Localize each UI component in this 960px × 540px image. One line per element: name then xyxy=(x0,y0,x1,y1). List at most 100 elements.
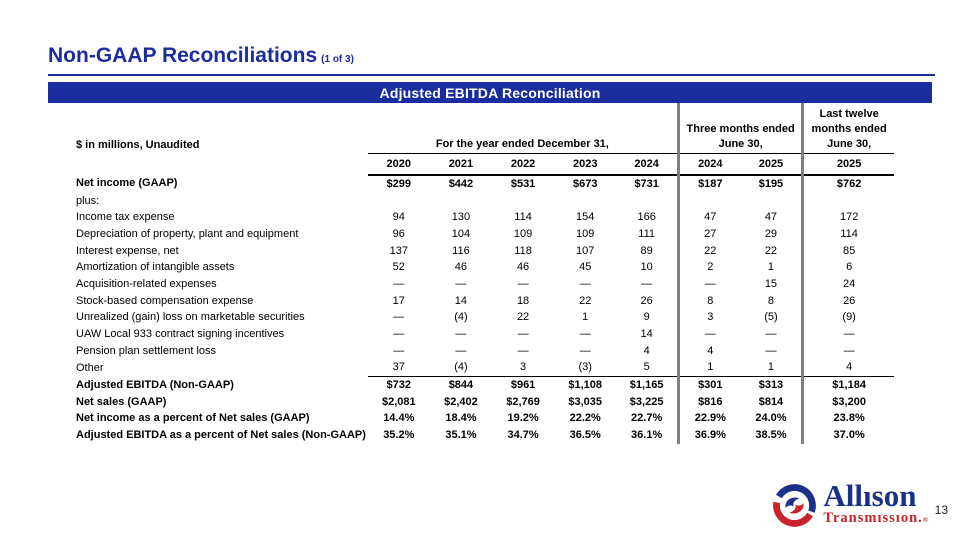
cell-value: 46 xyxy=(454,261,468,274)
year-header-cell: 2022 xyxy=(492,153,555,176)
cell-value: 154 xyxy=(576,211,595,224)
cell-value: 24.0% xyxy=(755,412,787,425)
cell-value: $762 xyxy=(801,175,894,193)
cell-value: $3,200 xyxy=(801,393,894,411)
cell-value: 36.5% xyxy=(569,429,601,442)
cell-value: $732 xyxy=(386,379,412,392)
units-note: $ in millions, Unaudited xyxy=(76,138,200,151)
row-label: Other xyxy=(76,361,104,374)
cell-value: — xyxy=(676,326,741,343)
cell-value: 166 xyxy=(637,211,656,224)
row-label: Net income as a percent of Net sales (GA… xyxy=(76,412,310,425)
cell-value: — xyxy=(579,328,591,341)
cell-value: 114 xyxy=(801,226,894,243)
cell-value: 137 xyxy=(389,244,408,257)
row-label: Amortization of intangible assets xyxy=(76,261,235,274)
cell-value: 4 xyxy=(643,344,650,357)
cell-value: 107 xyxy=(576,244,595,257)
cell-value: 35.2% xyxy=(383,429,415,442)
year-header-cell: 2023 xyxy=(554,153,617,176)
cell-value: $673 xyxy=(572,177,598,190)
cell-value: 17 xyxy=(392,294,405,307)
row-label: Adjusted EBITDA (Non-GAAP) xyxy=(76,378,234,391)
allison-transmission-logo: Allıson Transmıssıon.® xyxy=(772,478,928,528)
cell-value xyxy=(676,192,741,210)
cell-value: 3 xyxy=(676,309,741,327)
table-row: plus: xyxy=(48,192,894,210)
cell-value: 94 xyxy=(392,211,405,224)
ebitda-table: $ in millions, Unaudited For the year en… xyxy=(48,103,894,444)
reconciliation-table: $ in millions, Unaudited For the year en… xyxy=(48,103,894,444)
row-label: Acquisition-related expenses xyxy=(76,277,217,290)
cell-value: 111 xyxy=(638,227,655,240)
cell-value: 47 xyxy=(764,211,778,224)
cell-value: $1,184 xyxy=(801,376,894,394)
cell-value xyxy=(554,193,616,210)
year-header-cell: 2020 xyxy=(367,153,430,176)
table-row: Stock-based compensation expense 17 14 18 22… xyxy=(48,292,894,310)
cell-value: $844 xyxy=(448,379,474,392)
cell-value: — xyxy=(393,277,405,290)
cell-value: 8 xyxy=(676,292,741,310)
cell-value: $313 xyxy=(758,379,784,392)
table-row: Net income as a percent of Net sales (GA… xyxy=(48,410,894,428)
cell-value: 109 xyxy=(513,227,533,240)
cell-value: $2,081 xyxy=(381,395,416,408)
cell-value: — xyxy=(801,326,894,343)
table-row: Net income (GAAP) $299 $442 $531 $673 $731 $18… xyxy=(48,175,894,193)
cell-value: 45 xyxy=(579,261,592,274)
cell-value: 3 xyxy=(492,359,555,378)
row-label: Adjusted EBITDA as a percent of Net sale… xyxy=(76,429,366,442)
cell-value: 22.2% xyxy=(569,412,601,425)
cell-value: — xyxy=(393,311,405,324)
cell-value: 27 xyxy=(676,226,741,243)
cell-value: — xyxy=(579,277,591,290)
cell-value: 26 xyxy=(801,292,894,310)
cell-value: 22 xyxy=(764,244,778,257)
cell-value: 52 xyxy=(392,261,405,274)
cell-value: — xyxy=(765,344,777,357)
cell-value: — xyxy=(579,344,591,357)
cell-value: 35.1% xyxy=(445,429,477,442)
cell-value: — xyxy=(641,277,653,290)
cell-value: — xyxy=(455,328,467,341)
cell-value: 18.4% xyxy=(445,412,477,425)
table-row: Adjusted EBITDA (Non-GAAP) $732 $844 $961 $1… xyxy=(48,376,894,394)
page-title-suffix: (1 of 3) xyxy=(321,54,354,65)
cell-value: 89 xyxy=(640,244,653,257)
table-row: Interest expense, net 137 116 118 107 89 22 22 8… xyxy=(48,242,894,260)
row-label: Net income (GAAP) xyxy=(76,177,178,190)
page-number: 13 xyxy=(934,503,948,517)
year-header-cell: 2025 xyxy=(740,153,803,176)
cell-value: — xyxy=(676,276,741,293)
cell-value: 22 xyxy=(579,294,592,307)
logo-brand-text: Allıson xyxy=(823,478,917,513)
cell-value: 96 xyxy=(392,227,405,240)
cell-value: $816 xyxy=(676,393,741,411)
cell-value xyxy=(616,193,678,210)
logo-subbrand-text: Transmıssıon.® xyxy=(823,510,928,526)
cell-value: 2 xyxy=(676,259,741,277)
cell-value: $3,225 xyxy=(629,395,664,408)
cell-value xyxy=(741,193,803,210)
cell-value: 36.1% xyxy=(631,429,663,442)
cell-value: — xyxy=(517,328,529,341)
cell-value: — xyxy=(765,328,777,341)
cell-value: 118 xyxy=(514,244,532,257)
table-row: Unrealized (gain) loss on marketable sec… xyxy=(48,309,894,327)
row-label: Unrealized (gain) loss on marketable sec… xyxy=(76,311,305,324)
row-label: Income tax expense xyxy=(76,211,175,224)
table-row: Acquisition-related expenses — — — — — — 15 24 xyxy=(48,276,894,293)
table-row: Depreciation of property, plant and equi… xyxy=(48,226,894,243)
cell-value: 47 xyxy=(676,209,741,227)
allison-logo-icon xyxy=(773,483,817,527)
table-row: Amortization of intangible assets 52 46 46 4… xyxy=(48,259,894,277)
cell-value: 15 xyxy=(764,277,778,290)
cell-value: $299 xyxy=(386,177,412,190)
column-group-header-row: $ in millions, Unaudited For the year en… xyxy=(48,103,894,154)
cell-value: $1,108 xyxy=(568,379,603,392)
cell-value: — xyxy=(393,344,405,357)
column-group-label: For the year ended December 31, xyxy=(367,103,679,154)
row-label: Depreciation of property, plant and equi… xyxy=(76,227,299,240)
cell-value: 104 xyxy=(451,227,471,240)
